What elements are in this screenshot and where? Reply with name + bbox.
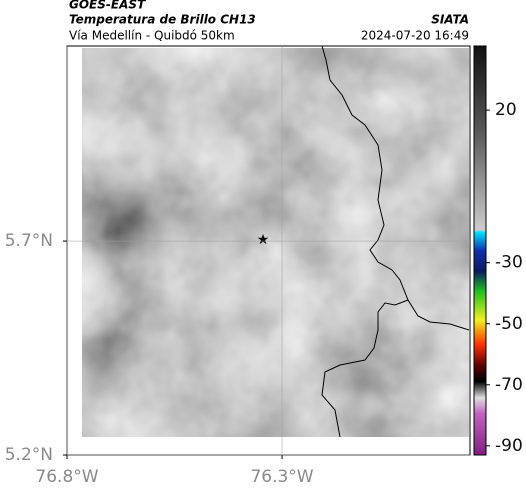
y-tick-label: 5.2°N — [5, 445, 53, 465]
title: Temperatura de Brillo CH13 — [69, 13, 256, 27]
colorbar — [473, 45, 487, 456]
x-tick-label: 76.3°W — [250, 467, 313, 487]
location-marker: ★ — [257, 232, 270, 248]
colorbar-label: 20 — [495, 100, 517, 120]
colorbar-label: -70 — [495, 375, 523, 395]
y-tick-label: 5.7°N — [5, 231, 53, 251]
colorbar-label: -30 — [495, 253, 523, 273]
colorbar-label: -50 — [495, 314, 523, 334]
x-tick-label: 76.8°W — [35, 467, 98, 487]
timestamp: 2024-07-20 16:49 — [361, 29, 469, 43]
borders — [321, 45, 470, 438]
subtitle: Vía Medellín - Quibdó 50km — [69, 29, 235, 43]
colorbar-label: -90 — [495, 436, 523, 456]
satellite-image — [82, 48, 469, 437]
agency: SIATA — [431, 13, 469, 27]
source: GOES-EAST — [69, 0, 146, 12]
